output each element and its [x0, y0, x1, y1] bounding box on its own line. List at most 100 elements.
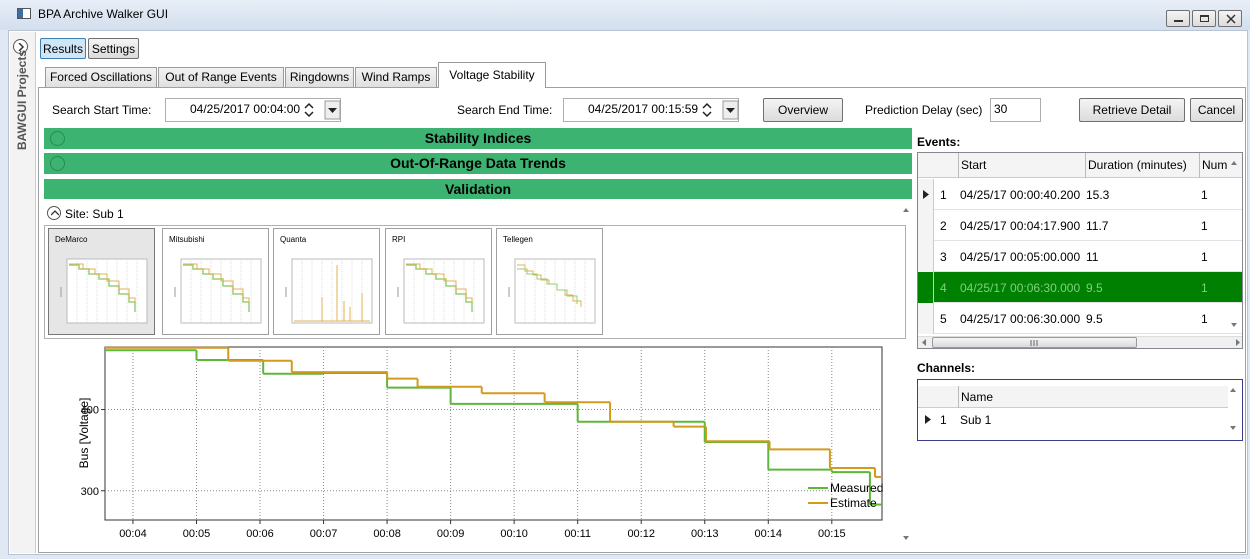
- table-row[interactable]: 1 Sub 1: [918, 409, 1228, 431]
- thumbnail[interactable]: RPI: [385, 228, 492, 335]
- thumbnail[interactable]: Tellegen: [496, 228, 603, 335]
- thumbnail-plot: [508, 258, 596, 324]
- x-tick-label: 00:14: [755, 528, 783, 540]
- retrieve-button[interactable]: Retrieve Detail: [1079, 98, 1185, 122]
- start-time-input[interactable]: 04/25/2017 00:04:00: [165, 98, 341, 122]
- thumbnail[interactable]: Quanta: [273, 228, 380, 335]
- sidebar-expand[interactable]: [13, 39, 28, 54]
- settings-button[interactable]: Settings: [88, 38, 139, 59]
- table-row[interactable]: 5 04/25/17 00:06:30.000 9.5 1: [918, 303, 1242, 334]
- sidebar: [10, 32, 36, 553]
- thumbnail[interactable]: DeMarco: [48, 228, 155, 335]
- table-cell: 1: [1201, 219, 1208, 233]
- row-header: [918, 272, 934, 303]
- close-icon: [1226, 14, 1236, 24]
- thumbnail-label: Quanta: [280, 235, 307, 244]
- table-cell: 4: [940, 281, 947, 295]
- cancel-button[interactable]: Cancel: [1190, 98, 1243, 122]
- table-cell: 1: [940, 188, 947, 202]
- start-label: Search Start Time:: [52, 103, 152, 117]
- x-tick-label: 00:05: [183, 528, 211, 540]
- delay-input[interactable]: 30: [990, 98, 1041, 122]
- table-cell: 1: [1201, 188, 1208, 202]
- table-cell: Sub 1: [960, 413, 992, 427]
- thumbnail[interactable]: Mitsubishi: [162, 228, 269, 335]
- expander[interactable]: [50, 131, 65, 146]
- table-header: [918, 153, 1242, 178]
- table-cell: 1: [940, 413, 947, 427]
- row-header: [918, 210, 934, 241]
- minimize-button[interactable]: [1166, 10, 1190, 27]
- table-cell: 04/25/17 00:04:17.900: [960, 219, 1081, 233]
- chevron: [51, 210, 59, 216]
- end-label: Search End Time:: [457, 103, 553, 117]
- tab[interactable]: Voltage Stability: [438, 62, 546, 88]
- table-cell: 9.5: [1086, 281, 1103, 295]
- row-header: [918, 241, 934, 272]
- legend-label: Estimate: [830, 496, 877, 510]
- tab[interactable]: Ringdowns: [285, 67, 354, 87]
- table-row[interactable]: 3 04/25/17 00:05:00.000 11 1: [918, 241, 1242, 272]
- table-cell: 15.3: [1086, 188, 1110, 202]
- table-row[interactable]: 4 04/25/17 00:06:30.000 9.5 1: [918, 272, 1242, 303]
- column-header[interactable]: Start: [958, 153, 1083, 178]
- table-row[interactable]: 1 04/25/17 00:00:40.200 15.3 1: [918, 179, 1242, 210]
- tab[interactable]: Forced Oscillations: [45, 67, 157, 87]
- channels-table: Name 1 Sub 1: [917, 379, 1243, 441]
- legend-label: Measured: [830, 481, 883, 495]
- x-tick-label: 00:08: [373, 528, 401, 540]
- section-header[interactable]: Validation: [44, 179, 912, 199]
- table-cell: 2: [940, 219, 947, 233]
- column-header[interactable]: Duration (minutes): [1085, 153, 1197, 178]
- spinner[interactable]: [701, 100, 741, 120]
- thumbnail-plot: [397, 258, 485, 324]
- thumbnail-label: RPI: [392, 235, 406, 244]
- table-cell: 1: [1201, 312, 1208, 326]
- thumbnail-plot: [285, 258, 373, 324]
- x-tick-label: 00:04: [119, 528, 147, 540]
- close-button[interactable]: [1218, 10, 1242, 27]
- table-cell: 04/25/17 00:06:30.000: [960, 312, 1081, 326]
- section-header[interactable]: Out-Of-Range Data Trends: [44, 153, 912, 174]
- expander[interactable]: [50, 156, 65, 171]
- tab[interactable]: Out of Range Events: [158, 67, 284, 87]
- section-header[interactable]: Stability Indices: [44, 128, 912, 149]
- maximize-button[interactable]: [1192, 10, 1216, 27]
- x-tick-label: 00:12: [627, 528, 655, 540]
- table-row[interactable]: 2 04/25/17 00:04:17.900 11.7 1: [918, 210, 1242, 241]
- thumbnail-label: DeMarco: [55, 235, 88, 244]
- x-tick-label: 00:06: [246, 528, 274, 540]
- tab[interactable]: Wind Ramps: [355, 67, 437, 87]
- end-time-input[interactable]: 04/25/2017 00:15:59: [563, 98, 739, 122]
- chevron: [18, 43, 25, 51]
- overview-button[interactable]: Overview: [763, 98, 843, 122]
- events-label: Events:: [917, 135, 961, 149]
- x-tick-label: 00:09: [437, 528, 465, 540]
- site-label: Site: Sub 1: [65, 207, 124, 221]
- table-cell: 1: [1201, 281, 1208, 295]
- results-button[interactable]: Results: [40, 38, 86, 59]
- spinner[interactable]: [303, 100, 343, 120]
- y-tick-label: 300: [81, 486, 99, 498]
- current-row-icon: [925, 415, 931, 424]
- table-cell: 1: [1201, 250, 1208, 264]
- thumbnail-strip: [44, 225, 906, 339]
- column-header[interactable]: Num: [1199, 153, 1229, 178]
- plot-area: [104, 346, 883, 521]
- site-expander[interactable]: [47, 206, 61, 220]
- window-title: BPA Archive Walker GUI: [38, 7, 169, 21]
- current-row-icon: [923, 190, 929, 199]
- table-cell: 04/25/17 00:05:00.000: [960, 250, 1081, 264]
- title-bar: [0, 0, 1250, 30]
- thumbnail-plot: [174, 258, 262, 324]
- app-icon: [17, 8, 31, 19]
- thumbnail-label: Mitsubishi: [169, 235, 205, 244]
- table-cell: 11.7: [1086, 219, 1109, 233]
- column-header[interactable]: Name: [958, 386, 993, 408]
- table-header: [918, 386, 1228, 408]
- x-tick-label: 00:13: [691, 528, 719, 540]
- thumbnail-label: Tellegen: [503, 235, 533, 244]
- y-tick-label: 400: [81, 405, 99, 417]
